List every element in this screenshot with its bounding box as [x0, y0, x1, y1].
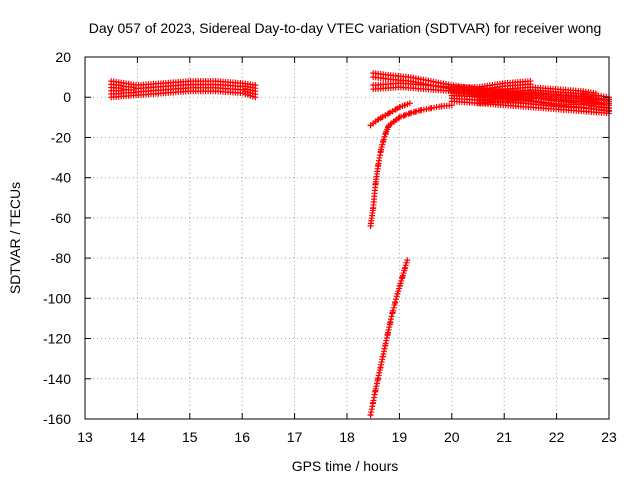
x-tick-label: 15 [182, 429, 198, 445]
data-point [393, 296, 400, 303]
data-point [381, 133, 388, 140]
data-point [391, 301, 398, 308]
data-point [380, 136, 387, 143]
data-point [401, 112, 408, 119]
data-point [388, 313, 395, 320]
x-tick-label: 13 [77, 429, 93, 445]
data-point [406, 110, 413, 117]
x-tick-label: 19 [392, 429, 408, 445]
y-tick-label: -20 [51, 129, 71, 145]
data-series [367, 100, 413, 129]
x-tick-label: 18 [339, 429, 355, 445]
data-point [382, 131, 389, 138]
data-point [396, 114, 403, 121]
data-point [438, 103, 445, 110]
data-point [389, 108, 396, 115]
data-point [385, 110, 392, 117]
data-point [406, 100, 413, 107]
data-series [367, 257, 411, 418]
data-series [108, 78, 259, 101]
x-tick-label: 16 [234, 429, 250, 445]
data-point [389, 310, 396, 317]
axis-ticks [84, 56, 610, 420]
grid [84, 56, 610, 420]
x-tick-label: 17 [287, 429, 303, 445]
x-tick-label: 20 [444, 429, 460, 445]
y-tick-label: -60 [51, 210, 71, 226]
y-axis-label: SDTVAR / TECUs [7, 182, 23, 294]
data-point [390, 304, 397, 311]
data-points [108, 70, 612, 418]
chart-title: Day 057 of 2023, Sidereal Day-to-day VTE… [89, 20, 602, 36]
x-axis-label: GPS time / hours [292, 458, 399, 474]
data-series [367, 102, 455, 229]
data-point [378, 114, 385, 121]
data-point [252, 94, 259, 101]
data-point [375, 116, 382, 123]
y-tick-label: -120 [43, 331, 71, 347]
y-tick-label: -160 [43, 411, 71, 427]
tick-labels: 13 14 15 16 17 18 19 20 21 22 23 20 0 -20 -40 -60 -80 -10… [43, 49, 617, 445]
data-point [392, 299, 399, 306]
x-tick-label: 21 [496, 429, 512, 445]
x-tick-label: 23 [601, 429, 617, 445]
data-point [427, 105, 434, 112]
data-point [396, 104, 403, 111]
y-tick-label: -140 [43, 371, 71, 387]
data-point [401, 102, 408, 109]
data-point [390, 307, 397, 314]
y-tick-label: -80 [51, 250, 71, 266]
data-point [382, 112, 389, 119]
x-tick-label: 22 [549, 429, 565, 445]
data-point [392, 106, 399, 113]
data-point [412, 108, 419, 115]
y-tick-label: -40 [51, 170, 71, 186]
x-tick-label: 14 [130, 429, 146, 445]
y-tick-label: -100 [43, 290, 71, 306]
y-tick-label: 0 [63, 89, 71, 105]
y-tick-label: 20 [55, 49, 71, 65]
data-point [417, 107, 424, 114]
data-point [403, 259, 410, 266]
